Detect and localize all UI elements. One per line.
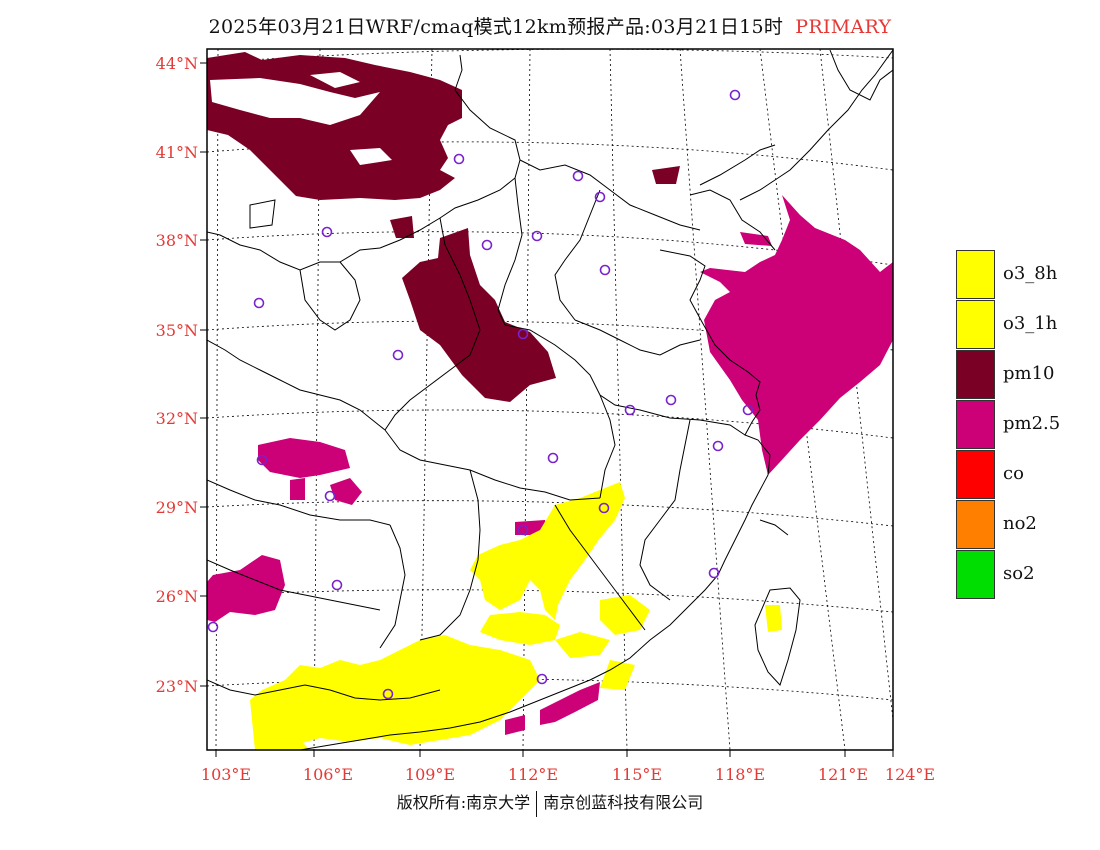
legend-item: so2 bbox=[956, 550, 1096, 600]
boundaries bbox=[207, 49, 893, 750]
pm10-gaps bbox=[210, 72, 392, 165]
lat-label: 32°N bbox=[155, 409, 198, 428]
lon-label: 112°E bbox=[507, 765, 559, 784]
legend-item: pm2.5 bbox=[956, 400, 1096, 450]
lon-label: 121°E bbox=[817, 765, 869, 784]
legend-label: so2 bbox=[1003, 563, 1035, 584]
station-markers bbox=[207, 89, 754, 700]
lon-label: 124°E bbox=[884, 765, 936, 784]
lat-label: 23°N bbox=[155, 677, 198, 696]
legend-swatch bbox=[956, 450, 995, 499]
legend-label: pm10 bbox=[1003, 363, 1055, 384]
legend-swatch bbox=[956, 350, 995, 399]
lat-label: 44°N bbox=[155, 54, 198, 73]
copyright-owner: 版权所有:南京大学 bbox=[396, 793, 531, 812]
legend-label: o3_8h bbox=[1003, 263, 1058, 284]
lat-label: 29°N bbox=[155, 498, 198, 517]
title-text: 2025年03月21日WRF/cmaq模式12km预报产品:03月21日15时 bbox=[208, 16, 784, 38]
legend: o3_8h o3_1h pm10 pm2.5 co no2 so2 bbox=[956, 250, 1096, 600]
footer-divider bbox=[536, 790, 538, 817]
legend-swatch bbox=[956, 250, 995, 299]
map-frame bbox=[206, 48, 894, 751]
legend-item: co bbox=[956, 450, 1096, 500]
lon-label: 115°E bbox=[611, 765, 663, 784]
legend-label: pm2.5 bbox=[1003, 413, 1061, 434]
legend-item: o3_8h bbox=[956, 250, 1096, 300]
lat-label: 41°N bbox=[155, 143, 198, 162]
legend-item: no2 bbox=[956, 500, 1096, 550]
legend-label: o3_1h bbox=[1003, 313, 1058, 334]
legend-item: o3_1h bbox=[956, 300, 1096, 350]
legend-swatch bbox=[956, 400, 995, 449]
primary-tag: PRIMARY bbox=[795, 16, 892, 38]
coastal-pm25 bbox=[505, 682, 600, 735]
copyright-company: 南京创蓝科技有限公司 bbox=[543, 793, 704, 812]
o3-regions bbox=[250, 482, 782, 750]
lon-label: 106°E bbox=[302, 765, 354, 784]
lat-label: 38°N bbox=[155, 231, 198, 250]
lat-label: 26°N bbox=[155, 587, 198, 606]
legend-item: pm10 bbox=[956, 350, 1096, 400]
legend-swatch bbox=[956, 300, 995, 349]
lon-label: 118°E bbox=[714, 765, 766, 784]
map-title: 2025年03月21日WRF/cmaq模式12km预报产品:03月21日15时 P… bbox=[0, 12, 1100, 39]
axis-ticks bbox=[200, 62, 894, 757]
legend-swatch bbox=[956, 550, 995, 599]
legend-label: no2 bbox=[1003, 513, 1037, 534]
legend-label: co bbox=[1003, 463, 1024, 484]
copyright-footer: 版权所有:南京大学 南京创蓝科技有限公司 bbox=[0, 789, 1100, 817]
lat-label: 35°N bbox=[155, 321, 198, 340]
legend-swatch bbox=[956, 500, 995, 549]
lon-label: 103°E bbox=[200, 765, 252, 784]
lon-label: 109°E bbox=[404, 765, 456, 784]
